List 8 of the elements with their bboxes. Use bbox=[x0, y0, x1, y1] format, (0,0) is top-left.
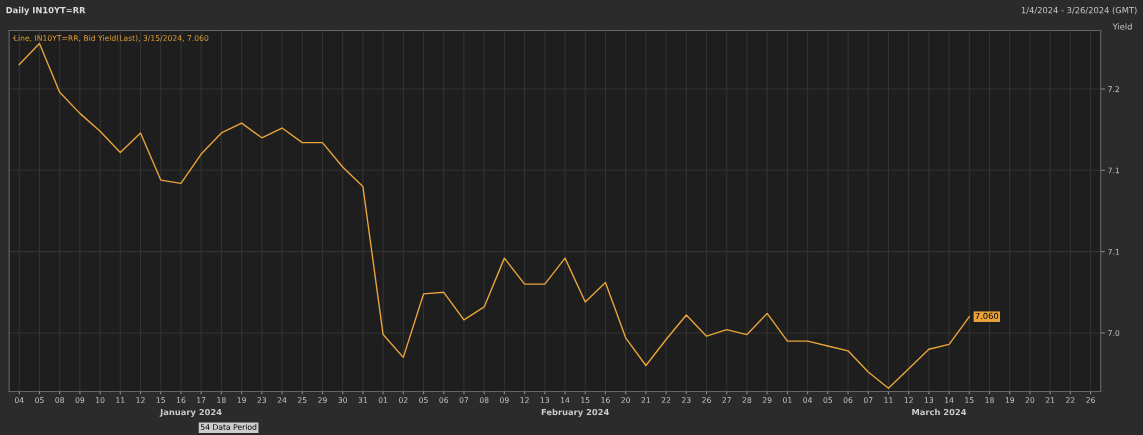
y-axis-title: Yield bbox=[1112, 23, 1132, 30]
text: January 2024 bbox=[159, 408, 222, 417]
text: February 2024 bbox=[541, 408, 609, 417]
data-label: 7.060 bbox=[975, 312, 999, 320]
line-series bbox=[18, 42, 971, 389]
chart-subtitle: 1/4/2024 - 3/26/2024 (GMT) bbox=[1021, 6, 1137, 15]
text: March 2024 bbox=[912, 408, 967, 416]
chart-title: Daily IN10YT=RR bbox=[6, 6, 86, 15]
